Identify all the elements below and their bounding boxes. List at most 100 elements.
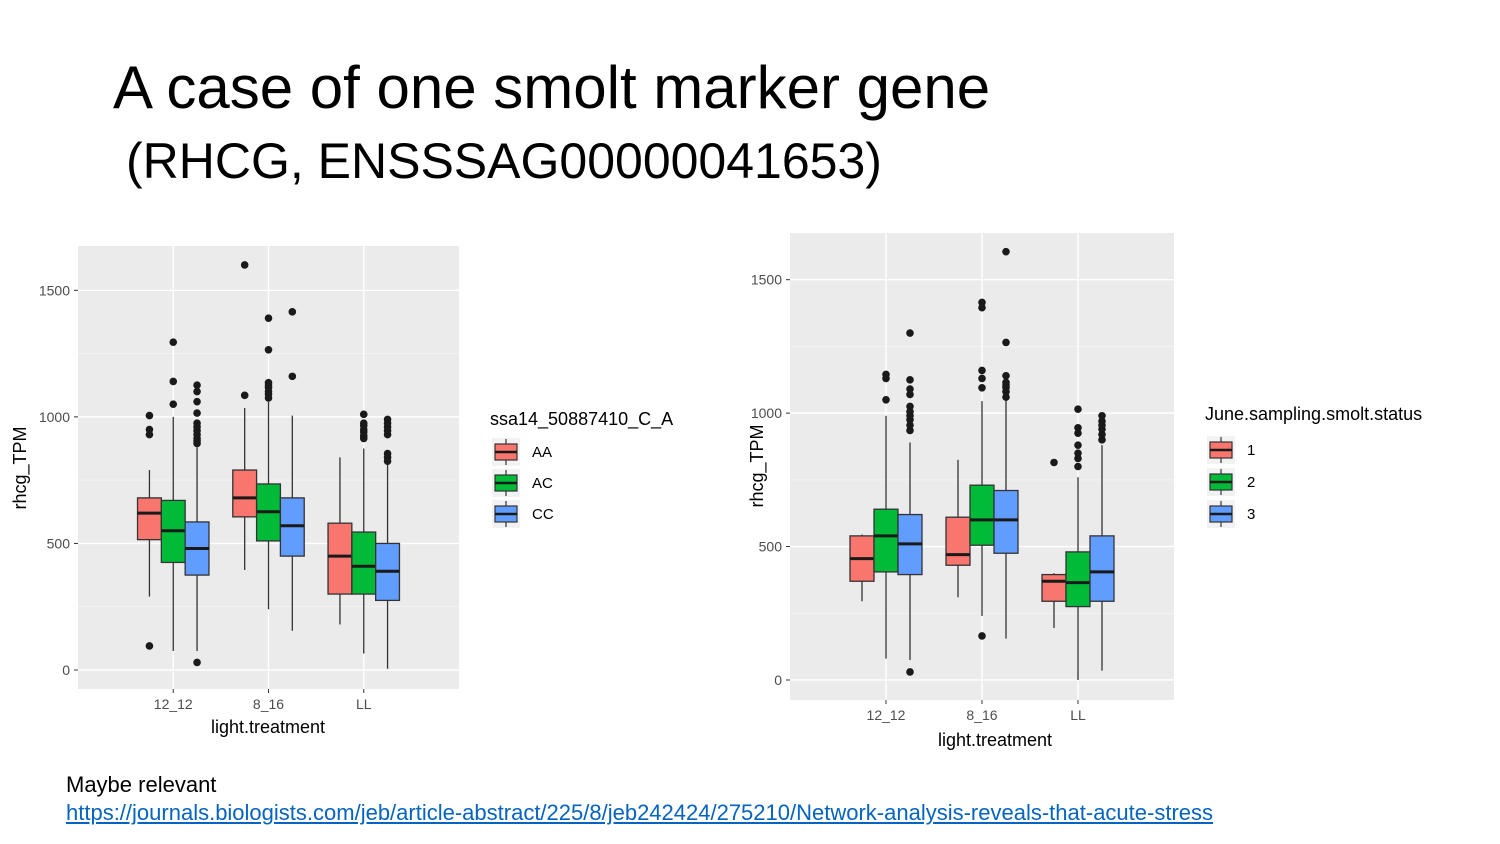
x-tick-label: 12_12 [867,707,906,723]
box-2-12_12 [873,370,899,659]
outlier-point [1074,405,1082,413]
box-3-LL [1089,411,1115,671]
box-1-8_16 [945,459,971,598]
outlier-point [240,391,249,400]
box-3-8_16 [993,247,1019,639]
legend: June.sampling.smolt.status 1 2 3 [1205,404,1422,528]
box-1-LL [1041,458,1067,628]
legend-label: AA [532,444,552,461]
outlier-point [240,261,249,269]
box-body [1041,573,1067,602]
outlier-point [1098,417,1106,425]
outlier-point [1074,429,1082,437]
outlier-point [906,385,914,393]
legend-label: AC [532,475,553,492]
outlier-point [1098,436,1106,444]
box-AC-12_12 [160,338,186,652]
box-AC-LL [351,410,377,654]
outlier-point [978,632,986,640]
outlier-point [169,400,178,409]
outlier-point [978,383,986,392]
outlier-point [906,390,914,399]
y-tick-label: 0 [62,662,70,678]
note-label: Maybe relevant [66,772,217,797]
outlier-point [906,668,914,676]
outlier-point [1050,458,1058,467]
x-tick-label: 8_16 [966,707,997,723]
outlier-point [978,366,986,375]
box-body [1065,551,1091,608]
box-body [945,516,971,566]
y-tick-label: 500 [759,539,783,555]
outlier-point [288,372,297,381]
outlier-point [193,658,201,667]
boxplot-chart-genotype: 0 500 1000 1500 12_12 8_16 LL light.treatment rh… [10,246,673,737]
x-tick-label: LL [356,696,372,712]
outlier-point [359,410,368,419]
x-axis-title: light.treatment [938,730,1052,750]
outlier-point [1002,247,1010,256]
outlier-point [193,419,201,428]
outlier-point [906,375,914,384]
outlier-point [193,409,201,417]
outlier-point [264,314,273,322]
x-axis-title: light.treatment [211,717,325,737]
article-link[interactable]: https://journals.biologists.com/jeb/arti… [66,800,1214,825]
outlier-point [882,370,890,379]
outlier-point [264,345,273,354]
outlier-point [383,449,392,458]
outlier-point [906,426,914,435]
y-tick-label: 1500 [39,282,70,298]
outlier-point [1002,393,1010,401]
outlier-point [145,425,154,434]
y-axis-title: rhcg_TPM [10,426,31,509]
box-body [993,489,1019,554]
legend-title: June.sampling.smolt.status [1205,404,1422,424]
y-tick-label: 1000 [39,409,70,425]
slide-title: A case of one smolt marker gene [113,54,991,121]
y-tick-label: 500 [47,535,71,551]
box-body [873,508,899,573]
box-3-12_12 [897,329,923,676]
box-AA-12_12 [136,411,162,650]
box-AC-8_16 [255,314,282,610]
outlier-point [978,303,986,312]
outlier-point [1002,371,1010,380]
legend-label: 2 [1247,474,1255,491]
outlier-point [1074,454,1082,463]
x-tick-label: LL [1070,707,1086,723]
box-2-8_16 [969,298,995,640]
outlier-point [1098,430,1106,439]
outlier-point [145,642,154,650]
outlier-point [978,298,986,307]
outlier-point [145,411,154,420]
legend-label: 1 [1247,442,1255,459]
outlier-point [383,415,392,424]
outlier-point [906,407,914,416]
outlier-point [1074,424,1082,432]
outlier-point [193,387,201,396]
outlier-point [906,329,914,337]
y-tick-label: 1000 [751,405,782,421]
outlier-point [906,421,914,429]
box-body [1089,535,1115,602]
outlier-point [1074,441,1082,449]
box-CC-LL [375,415,401,669]
outlier-point [978,374,986,383]
outlier-point [359,419,368,428]
outlier-point [1002,378,1010,387]
x-tick-label: 8_16 [253,696,284,712]
box-AA-8_16 [232,261,258,571]
x-tick-label: 12_12 [154,696,193,712]
box-CC-12_12 [184,381,210,667]
y-axis-title: rhcg_TPM [747,424,768,507]
box-1-12_12 [849,534,875,602]
outlier-point [1098,411,1106,420]
legend-title: ssa14_50887410_C_A [490,409,673,430]
outlier-point [882,395,890,404]
legend-label: CC [532,506,554,523]
outlier-point [169,377,178,386]
outlier-point [193,397,201,406]
outlier-point [264,378,273,387]
outlier-point [1074,449,1082,457]
